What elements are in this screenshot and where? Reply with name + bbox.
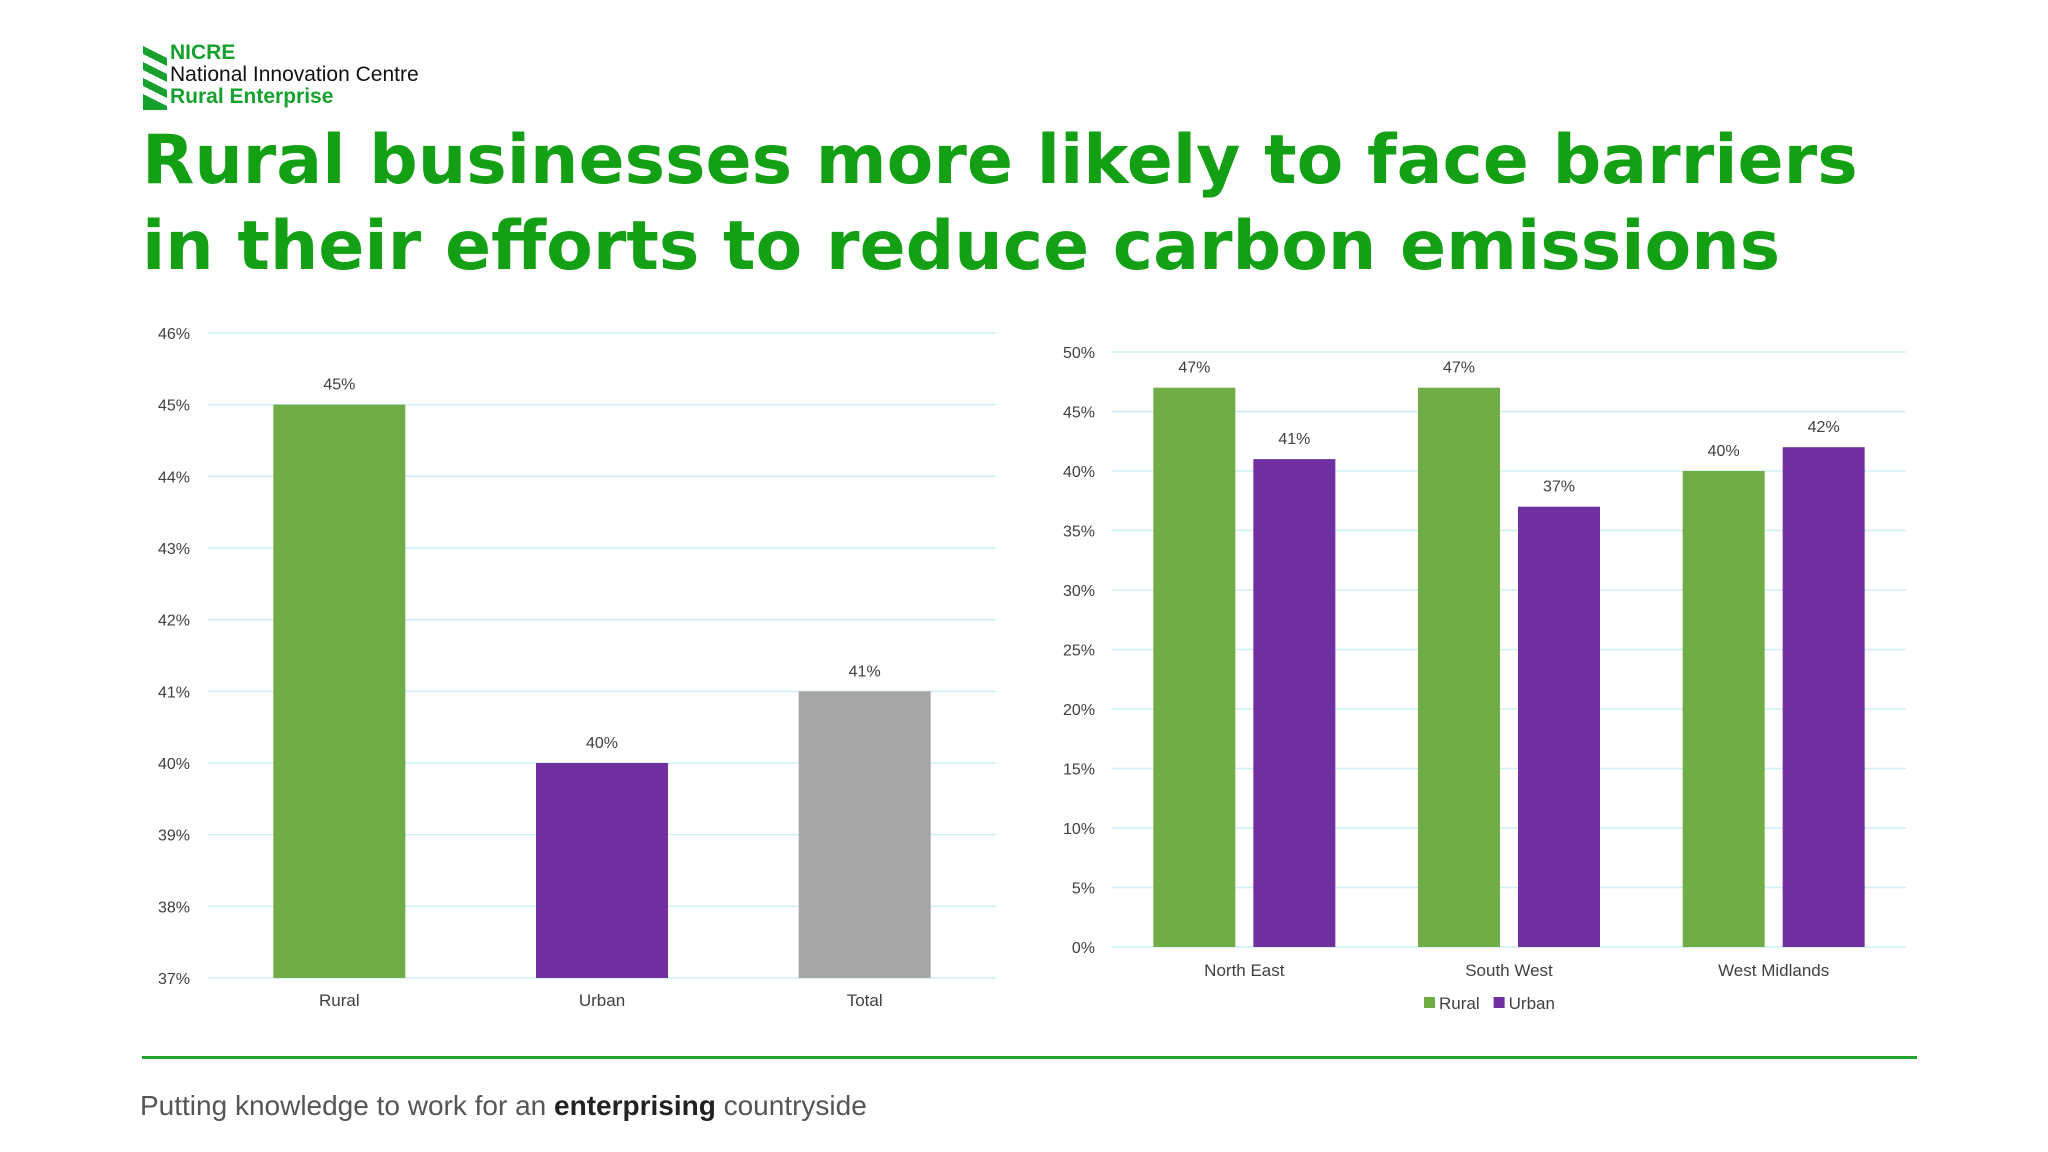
data-label: 37% xyxy=(1543,479,1575,496)
y-tick-label: 37% xyxy=(158,971,190,988)
logo-name-line-1: National Innovation Centre xyxy=(170,63,419,86)
logo-mark-icon xyxy=(143,46,167,110)
y-tick-label: 20% xyxy=(1063,702,1095,719)
y-tick-label: 39% xyxy=(158,828,190,845)
y-tick-label: 45% xyxy=(1063,405,1095,422)
overall-barriers-chart: 46% 45% 44% 43% 42% 41% 40% 39% 38% 37% 45% Rural 40… xyxy=(158,326,996,1010)
x-tick-label: Urban xyxy=(579,991,625,1010)
bar xyxy=(1253,459,1336,947)
logo-short-name: NICRE xyxy=(170,41,236,64)
bar xyxy=(273,404,406,979)
y-tick-label: 38% xyxy=(158,899,190,916)
data-label: 40% xyxy=(1708,443,1740,460)
tagline-text-after: countryside xyxy=(715,1090,867,1121)
y-tick-label: 46% xyxy=(158,326,190,343)
data-label: 41% xyxy=(1278,431,1310,448)
data-label: 40% xyxy=(586,735,618,752)
regional-barriers-chart: 50% 45% 40% 35% 30% 25% 20% 15% 10% 5% 0% 47% 41% Nor… xyxy=(1063,345,1906,1013)
bar xyxy=(798,691,931,978)
y-tick-label: 42% xyxy=(158,613,190,630)
y-tick-label: 50% xyxy=(1063,345,1095,362)
y-tick-label: 40% xyxy=(1063,464,1095,481)
y-tick-label: 10% xyxy=(1063,821,1095,838)
y-tick-label: 43% xyxy=(158,541,190,558)
bar xyxy=(1153,387,1236,947)
y-tick-label: 40% xyxy=(158,756,190,773)
bar xyxy=(1682,471,1765,947)
bar xyxy=(1782,447,1865,947)
y-tick-label: 45% xyxy=(158,398,190,415)
x-tick-label: North East xyxy=(1204,961,1285,980)
legend-label: Urban xyxy=(1509,994,1555,1013)
y-tick-label: 35% xyxy=(1063,524,1095,541)
data-label: 41% xyxy=(849,663,881,680)
x-tick-label: South West xyxy=(1465,961,1553,980)
logo-name-line-2: Rural Enterprise xyxy=(170,85,334,108)
x-tick-label: Total xyxy=(847,991,883,1010)
legend-swatch xyxy=(1424,997,1435,1008)
footer-divider xyxy=(142,1056,1917,1059)
data-label: 42% xyxy=(1808,419,1840,436)
data-label: 47% xyxy=(1443,360,1475,377)
bar xyxy=(1518,506,1600,947)
tagline-text-before: Putting knowledge to work for an xyxy=(140,1090,555,1121)
data-label: 45% xyxy=(323,377,355,394)
x-tick-label: Rural xyxy=(319,991,360,1010)
data-label: 47% xyxy=(1178,360,1210,377)
y-tick-label: 5% xyxy=(1072,881,1095,898)
bar xyxy=(1418,387,1500,947)
y-tick-label: 25% xyxy=(1063,643,1095,660)
y-tick-label: 44% xyxy=(158,469,190,486)
y-tick-label: 41% xyxy=(158,684,190,701)
legend-swatch xyxy=(1493,997,1505,1008)
y-tick-label: 30% xyxy=(1063,583,1095,600)
y-tick-label: 0% xyxy=(1072,940,1095,957)
bar xyxy=(536,763,668,978)
x-tick-label: West Midlands xyxy=(1718,961,1829,980)
legend-label: Rural xyxy=(1439,994,1480,1013)
page-title: Rural businesses more likely to face bar… xyxy=(142,121,1858,286)
tagline-text-bold: enterprising xyxy=(554,1090,716,1121)
y-tick-label: 15% xyxy=(1063,762,1095,779)
footer-tagline: Putting knowledge to work for an enterpr… xyxy=(140,1090,867,1122)
